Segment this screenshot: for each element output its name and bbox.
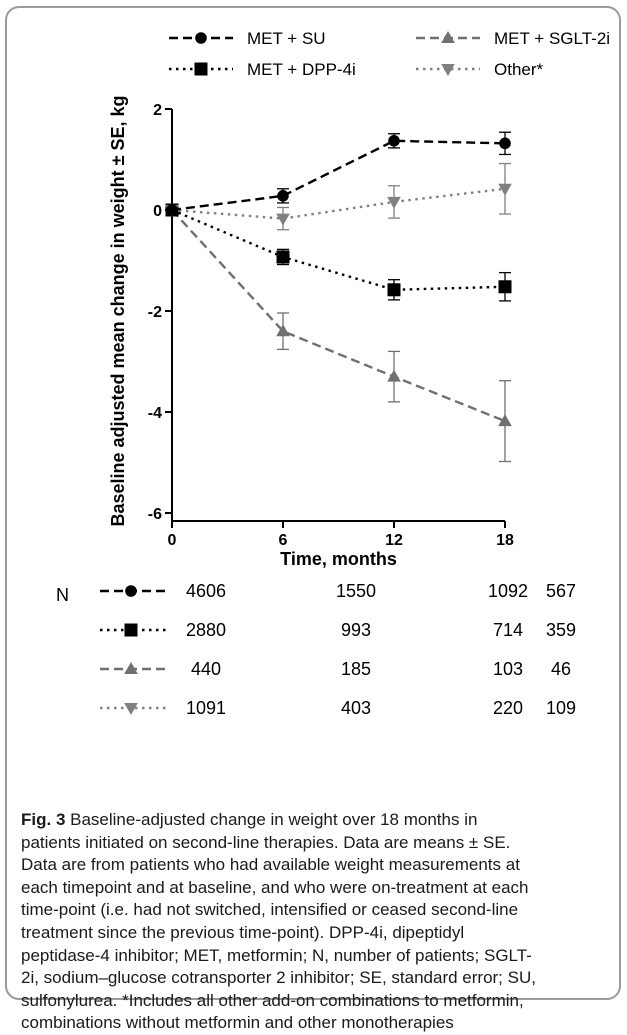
caption-line: Data are from patients who had available… <box>21 855 520 875</box>
data-point <box>277 190 289 202</box>
n-table-sample-marker <box>124 703 138 715</box>
y-axis-label: Baseline adjusted mean change in weight … <box>108 96 128 527</box>
n-table-cell: 220 <box>493 698 523 718</box>
legend-label: MET + DPP-4i <box>247 60 356 79</box>
n-table-cell: 46 <box>551 659 571 679</box>
series-2 <box>165 203 512 463</box>
data-point <box>498 280 512 294</box>
n-table-cell: 359 <box>546 620 576 640</box>
caption-line: sulfonylurea. *Includes all other add-on… <box>21 990 524 1010</box>
series-line <box>171 139 506 212</box>
n-table-cell: 993 <box>341 620 371 640</box>
legend-label: MET + SU <box>247 29 326 48</box>
caption-line: patients initiated on second-line therap… <box>21 832 511 852</box>
figure-caption: Fig. 3 Baseline-adjusted change in weigh… <box>21 809 609 1035</box>
y-tick-label: -4 <box>148 405 162 422</box>
legend-label: MET + SGLT-2i <box>494 29 610 48</box>
data-point <box>498 414 512 427</box>
x-tick-label: 12 <box>385 532 403 549</box>
legend-entry-0: MET + SU <box>169 29 326 48</box>
data-point <box>499 137 511 150</box>
n-table-cell: 403 <box>341 698 371 718</box>
legend-entry-2: MET + SGLT-2i <box>416 29 610 48</box>
chart-legend: MET + SU MET + DPP-4i MET + SGLT-2i Other* <box>169 29 610 79</box>
x-tick-label: 6 <box>279 532 288 549</box>
n-table-cell: 103 <box>493 659 523 679</box>
chart-series <box>165 131 512 463</box>
data-point <box>387 196 401 209</box>
data-point <box>276 250 290 264</box>
series-3 <box>165 162 512 231</box>
n-table-cell: 440 <box>191 659 221 679</box>
x-axis-label: Time, months <box>280 549 397 569</box>
n-table-cell: 1091 <box>186 698 226 718</box>
data-point <box>387 369 401 382</box>
caption-line: time-point (i.e. had not switched, inten… <box>21 900 519 920</box>
caption-line: 2i, sodium–glucose cotransporter 2 inhib… <box>21 968 536 988</box>
n-table-row: 1091 403 220 109 <box>100 698 576 718</box>
legend-sample-marker <box>195 32 207 44</box>
legend-label: Other* <box>494 60 544 79</box>
caption-line: peptidase-4 inhibitor; MET, metformin; N… <box>21 945 532 965</box>
x-tick-label: 18 <box>496 532 514 549</box>
n-table-cell: 1550 <box>336 581 376 601</box>
n-table-cell: 1092 <box>488 581 528 601</box>
n-table-sample-marker <box>125 585 137 597</box>
n-table-row: 2880 993 714 359 <box>100 620 576 640</box>
caption-line: treatment since the previous time-point)… <box>21 922 465 942</box>
n-table-cell: 714 <box>493 620 523 640</box>
caption-line: Baseline-adjusted change in weight over … <box>65 810 478 829</box>
data-point <box>388 135 400 147</box>
x-tick-label: 0 <box>168 532 177 549</box>
n-table-cell: 185 <box>341 659 371 679</box>
legend-sample-marker <box>441 64 455 76</box>
data-point <box>276 324 290 337</box>
n-table: N 4606 1550 1092 567 2880 993 714 359 440 185 103 46… <box>56 581 576 718</box>
caption-line: combinations without metformin and other… <box>21 1013 454 1033</box>
n-table-cell: 2880 <box>186 620 226 640</box>
chart-axes: -6 -4 -2 0 2 0 6 12 18 Time, months Baseline adjus… <box>108 96 514 570</box>
n-table-cell: 109 <box>546 698 576 718</box>
n-table-sample-marker <box>124 623 138 637</box>
caption-line: each timepoint and at baseline, and who … <box>21 877 529 897</box>
data-point <box>498 183 512 196</box>
series-line <box>171 208 506 291</box>
n-table-cell: 567 <box>546 581 576 601</box>
data-point <box>276 213 290 226</box>
y-tick-label: 0 <box>153 203 162 220</box>
data-point <box>166 204 178 216</box>
n-table-cell: 4606 <box>186 581 226 601</box>
series-0 <box>166 131 511 216</box>
legend-sample-marker <box>194 62 208 76</box>
data-point <box>387 283 401 297</box>
figure-label: Fig. 3 <box>21 810 66 829</box>
figure-frame <box>5 6 621 1000</box>
legend-entry-3: Other* <box>416 60 544 79</box>
series-line <box>171 209 506 423</box>
y-tick-label: 2 <box>153 102 162 119</box>
legend-entry-1: MET + DPP-4i <box>169 60 356 79</box>
n-table-sample-marker <box>124 662 138 674</box>
n-table-label: N <box>56 585 69 605</box>
legend-sample-marker <box>441 31 455 43</box>
y-tick-label: -2 <box>148 304 162 321</box>
n-table-row: 4606 1550 1092 567 <box>100 581 576 601</box>
y-tick-label: -6 <box>148 506 162 523</box>
n-table-row: 440 185 103 46 <box>100 659 571 679</box>
series-1 <box>165 203 512 302</box>
